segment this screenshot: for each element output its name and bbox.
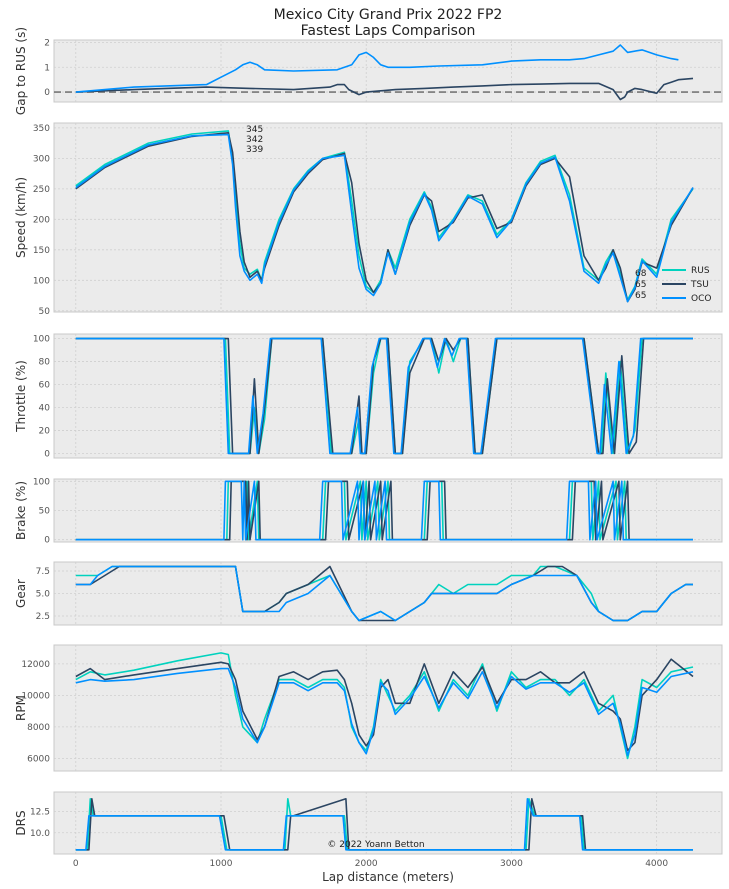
panel-speed: 50 100 150 200 250 300 350 Speed (km/h) 34534233… xyxy=(14,122,723,317)
x-tick-label: 0 xyxy=(73,859,79,869)
panel-throttle-ytick-label: 0 xyxy=(44,449,50,459)
panel-gear: 2.5 5.0 7.5 Gear xyxy=(14,561,723,626)
legend-label-oco: OCO xyxy=(691,294,711,304)
panel-rpm-background xyxy=(53,644,723,772)
panel-drs-background xyxy=(53,791,723,855)
panel-gear-ylabel: Gear xyxy=(14,579,28,608)
series-line-gear-oco xyxy=(75,565,693,622)
panel-speed-ytick-label: 100 xyxy=(33,276,50,286)
panel-gap-ytick-label: 1 xyxy=(44,63,50,73)
series-line-brake-rus xyxy=(75,480,693,541)
series-line-rpm-oco xyxy=(75,667,694,757)
panel-throttle-ytick-label: 40 xyxy=(39,403,51,413)
series-line-gap-tsu xyxy=(75,77,694,101)
chart-title-line2: Fastest Laps Comparison xyxy=(301,23,476,39)
legend-label-rus: RUS xyxy=(691,266,710,276)
legend: RUS TSU OCO xyxy=(662,266,711,304)
x-tick-label: 3000 xyxy=(500,859,523,869)
chart-title-line1: Mexico City Grand Prix 2022 FP2 xyxy=(274,7,503,23)
panel-drs-ylabel: DRS xyxy=(14,810,28,835)
panel-rpm-ytick-label: 6000 xyxy=(27,754,50,764)
series-line-drs-oco xyxy=(75,797,693,851)
panel-speed-ytick-label: 150 xyxy=(33,246,50,256)
panel-throttle-ytick-label: 20 xyxy=(39,426,51,436)
panel-gap-ylabel: Gap to RUS (s) xyxy=(14,27,28,115)
legend-label-tsu: TSU xyxy=(690,280,709,290)
min-speed-annotation: 65 xyxy=(635,280,646,290)
panel-throttle-ytick-label: 80 xyxy=(39,358,51,368)
series-line-brake-oco xyxy=(75,480,693,541)
x-tick-label: 1000 xyxy=(210,859,233,869)
x-tick-label: 4000 xyxy=(645,859,668,869)
x-tick-label: 2000 xyxy=(355,859,378,869)
min-speed-annotation: 68 xyxy=(635,269,647,279)
series-line-speed-rus xyxy=(75,130,694,301)
panel-throttle-ytick-label: 100 xyxy=(33,335,50,345)
copyright-text: © 2022 Yoann Betton xyxy=(327,840,424,850)
panel-speed-ytick-label: 250 xyxy=(33,185,50,195)
min-speed-annotation: 65 xyxy=(635,291,646,301)
panel-brake-ytick-label: 50 xyxy=(39,507,51,517)
panel-speed-ytick-label: 300 xyxy=(33,154,50,164)
x-axis-label: Lap distance (meters) xyxy=(322,870,454,884)
panel-brake-ylabel: Brake (%) xyxy=(14,481,28,540)
panel-throttle-ytick-label: 60 xyxy=(39,381,51,391)
panel-rpm-ytick-label: 10000 xyxy=(21,691,50,701)
panel-drs-ytick-label: 10.0 xyxy=(30,829,50,839)
series-line-rpm-tsu xyxy=(75,658,694,752)
panel-gear-ytick-label: 2.5 xyxy=(36,612,50,622)
panel-gap-ytick-label: 2 xyxy=(44,38,50,48)
panel-gap: 0 1 2 Gap to RUS (s) xyxy=(14,27,723,115)
panel-brake-ytick-label: 100 xyxy=(33,477,50,487)
series-line-speed-oco xyxy=(75,133,694,303)
panel-rpm-ytick-label: 8000 xyxy=(27,723,50,733)
series-line-gap-oco xyxy=(75,44,679,93)
panel-speed-ytick-label: 350 xyxy=(33,124,50,134)
panel-speed-ylabel: Speed (km/h) xyxy=(14,177,28,258)
top-speed-annotation: 345 xyxy=(246,125,263,135)
top-speed-annotation: 339 xyxy=(246,145,263,155)
panel-rpm-ylabel: RPM xyxy=(14,695,28,721)
series-line-throttle-oco xyxy=(75,337,693,455)
panel-brake: 0 50 100 Brake (%) xyxy=(14,477,723,546)
panel-gear-ytick-label: 7.5 xyxy=(36,567,50,577)
panel-rpm-ytick-label: 12000 xyxy=(21,660,50,670)
top-speed-annotation: 342 xyxy=(246,135,263,145)
panel-gear-ytick-label: 5.0 xyxy=(36,590,51,600)
panel-rpm: 6000 8000 10000 12000 RPM xyxy=(14,644,723,772)
panel-drs-ytick-label: 12.5 xyxy=(30,808,50,818)
panel-gap-ytick-label: 0 xyxy=(44,88,50,98)
panel-speed-ytick-label: 50 xyxy=(39,307,51,317)
panel-speed-ytick-label: 200 xyxy=(33,215,50,225)
panel-throttle: 0 20 40 60 80 100 Throttle (%) xyxy=(14,333,723,459)
panel-throttle-ylabel: Throttle (%) xyxy=(14,360,28,433)
panel-brake-ytick-label: 0 xyxy=(44,536,50,546)
